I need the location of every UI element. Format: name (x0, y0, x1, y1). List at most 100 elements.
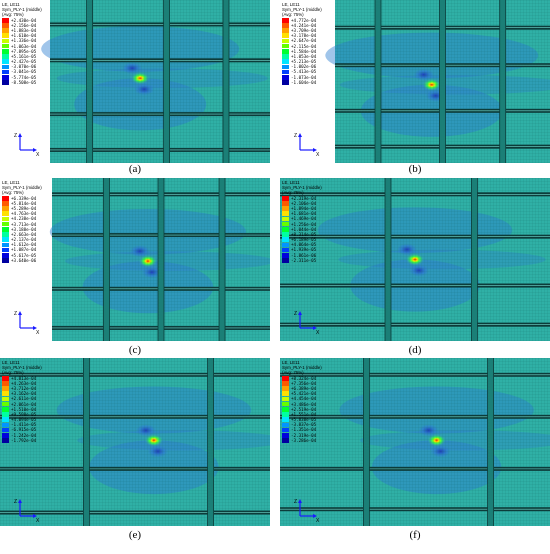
panel-e: LE, LE11 Sym_PLY-1 (middle) (Avg: 75%) +4.8… (0, 358, 270, 526)
legend-value: +4.454e-04 (291, 396, 317, 402)
legend-value: +4.813e-04 (11, 375, 37, 381)
legend-entry: +2.061e-04 (2, 402, 42, 407)
x-axis-label: X (36, 152, 40, 156)
axis-triad-icon: ZX (294, 133, 320, 156)
legend-swatch (282, 375, 289, 381)
legend-value: +4.094e-05 (11, 417, 37, 423)
legend-value: +5.161e-05 (11, 53, 37, 59)
legend-value: +2.430e-04 (11, 17, 37, 23)
legend-entry: +2.663e-04 (2, 232, 42, 237)
panel-a: LE, LE11 Sym_PLY-1 (middle) (Avg: 75%) +2.4… (0, 0, 270, 163)
legend-value: +3.486e-04 (291, 401, 317, 407)
legend-entry: +7.356e-04 (282, 381, 322, 386)
legend-swatch (282, 69, 289, 75)
legend-entry: +5.161e-05 (2, 54, 42, 59)
legend-value: +3.709e-04 (291, 27, 317, 33)
legend-entry: -3.837e-05 (282, 422, 322, 427)
x-axis-label: X (36, 330, 40, 334)
legend-swatch (282, 438, 289, 443)
legend-swatch (2, 427, 9, 433)
legend-value: +3.162e-04 (11, 391, 37, 397)
vertical-stiffener (163, 0, 170, 163)
legend-value: +4.064e-05 (291, 242, 317, 248)
legend-swatch (282, 412, 289, 417)
legend-entry: +1.053e-04 (282, 54, 322, 59)
legend-swatch (2, 17, 9, 23)
legend-value: +6.389e-04 (291, 385, 317, 391)
z-axis-label: Z (294, 133, 297, 139)
legend-entry: +8.324e-04 (282, 376, 322, 381)
legend-value: +4.763e-04 (11, 211, 37, 217)
legend-swatch (282, 221, 289, 227)
legend-value: -6.915e-05 (11, 427, 37, 433)
legend-value: +5.421e-04 (291, 391, 317, 397)
legend-value: +2.647e-04 (291, 38, 317, 44)
legend-header: (Avg: 75%) (2, 370, 24, 376)
legend-swatch (282, 417, 289, 422)
contour-plot (280, 358, 550, 526)
legend-value: +3.713e-04 (11, 221, 37, 227)
legend-header: LE, LE11 (282, 2, 300, 7)
legend-value: +1.510e-04 (11, 406, 37, 412)
legend-value: +2.106e-04 (291, 200, 317, 206)
legend-entry: +5.838e-05 (282, 417, 322, 422)
legend-header: LE, LE11 (2, 360, 20, 365)
legend-swatch (282, 80, 289, 85)
legend-value: +5.617e-05 (11, 252, 37, 258)
legend-entry: +4.772e-04 (282, 18, 322, 23)
legend-entry: +2.319e-04 (282, 196, 322, 201)
caption-e: (e) (128, 529, 142, 541)
legend-swatch (2, 23, 9, 28)
vertical-stiffener (471, 178, 478, 341)
legend-entry: +2.156e-04 (2, 23, 42, 28)
legend-swatch (2, 252, 9, 258)
legend-entry: +2.647e-04 (282, 38, 322, 43)
legend-entry: -3.070e-06 (2, 64, 42, 69)
legend-entry: +3.178e-04 (282, 33, 322, 38)
legend-entry: +1.894e-04 (282, 206, 322, 211)
legend-swatch (2, 258, 9, 263)
legend-entry: +3.188e-04 (2, 227, 42, 232)
legend-header: LE, LE11 (2, 180, 20, 185)
legend-header: Sym_PLY-1 (middle) (2, 7, 42, 13)
vertical-stiffener (385, 178, 391, 341)
legend-value: +3.640e-06 (11, 257, 37, 263)
legend-swatch (2, 401, 9, 407)
legend-swatch (2, 422, 9, 428)
legend-entry: +4.238e-04 (2, 216, 42, 221)
x-axis-label: X (36, 518, 40, 522)
z-arrowhead (298, 499, 302, 503)
legend-value: +2.319e-04 (291, 195, 317, 201)
legend-swatch (282, 432, 289, 438)
legend-entry: +1.612e-04 (2, 242, 42, 247)
legend-value: +6.339e-04 (11, 195, 37, 201)
legend-value: -1.351e-04 (291, 427, 317, 433)
legend-value: +8.324e-04 (291, 375, 317, 381)
vertical-stiffener (103, 178, 110, 341)
legend-entry: +6.389e-04 (282, 386, 322, 391)
legend-entry: +1.883e-04 (2, 28, 42, 33)
legend-swatch (282, 64, 289, 70)
caption-b: (b) (408, 163, 422, 175)
legend-entry: +1.939e-05 (282, 247, 322, 252)
z-arrowhead (18, 499, 22, 503)
legend-value: +5.289e-04 (11, 205, 37, 211)
legend-value: +3.188e-04 (11, 226, 37, 232)
legend-swatch (2, 407, 9, 412)
legend-header: (Avg: 75%) (282, 370, 304, 376)
legend-swatch (282, 232, 289, 237)
legend-header: (Avg: 75%) (282, 190, 304, 196)
axis-triad-icon: ZX (14, 311, 40, 334)
z-arrowhead (298, 311, 302, 315)
legend-value: +5.213e-05 (291, 59, 317, 65)
legend-swatch (2, 221, 9, 227)
contour-plot (280, 178, 550, 341)
legend-swatch (2, 412, 9, 417)
legend-swatch (2, 242, 9, 248)
legend-value: +2.137e-04 (11, 237, 37, 243)
legend-entry: +6.189e-05 (282, 237, 322, 242)
z-axis-label: Z (14, 499, 17, 505)
legend-entry: -1.073e-04 (282, 75, 322, 80)
legend-entry: +2.115e-04 (282, 44, 322, 49)
legend-entry: +4.813e-04 (2, 376, 42, 381)
